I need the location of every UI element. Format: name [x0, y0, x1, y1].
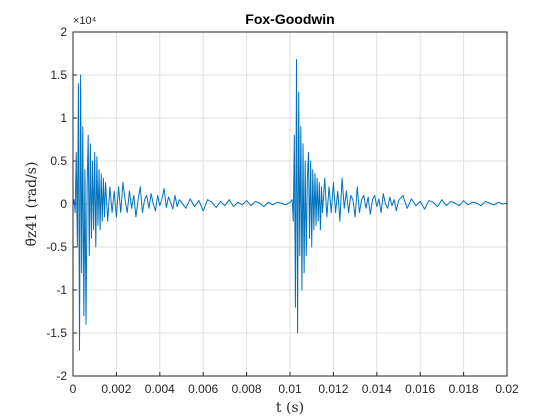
y-tick-label: -0.5 [46, 240, 67, 254]
x-tick-label: 0.01 [278, 382, 302, 396]
plot-frame [72, 31, 508, 377]
y-tick-label: 1.5 [50, 68, 67, 82]
series-line-0 [72, 59, 508, 351]
y-tick-label: 1 [60, 111, 67, 125]
y-tick-label: 2 [60, 25, 67, 39]
x-tick-label: 0.008 [232, 382, 262, 396]
y-tick-label: 0.5 [50, 154, 67, 168]
x-tick-label: 0 [70, 382, 77, 396]
y-tick-label: -1.5 [46, 326, 67, 340]
x-tick-labels: 0 0.002 0.004 0.006 0.008 0.01 0.012 0.014 0.016… [70, 382, 519, 396]
y-tick-label: 0 [60, 197, 67, 211]
x-tick-label: 0.012 [318, 382, 348, 396]
x-tick-label: 0.02 [495, 382, 519, 396]
y-tick-label: -1 [56, 283, 67, 297]
chart-title: Fox-Goodwin [245, 11, 334, 27]
x-tick-label: 0.014 [362, 382, 392, 396]
x-tick-label: 0.018 [449, 382, 479, 396]
y-tick-labels: -2 -1.5 -1 -0.5 0 0.5 1 1.5 2 [46, 25, 67, 383]
grid-lines [72, 31, 508, 377]
x-tick-label: 0.016 [405, 382, 435, 396]
y-multiplier: ×10⁴ [73, 15, 97, 27]
x-tick-label: 0.002 [101, 382, 131, 396]
plot-area [72, 59, 508, 351]
y-tick-label: -2 [56, 369, 67, 383]
x-tick-label: 0.006 [188, 382, 218, 396]
x-axis-label: t (s) [276, 400, 304, 416]
y-axis-label: θ̈z41 (rad/s) [24, 162, 40, 247]
x-tick-label: 0.004 [145, 382, 175, 396]
